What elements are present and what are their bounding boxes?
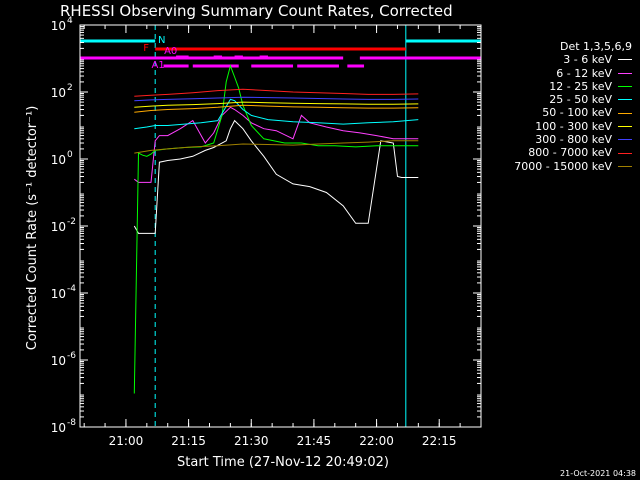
y-tick-exponent: 2: [67, 83, 73, 93]
legend-label: 3 - 6 keV: [563, 53, 612, 67]
legend: Det 1,3,5,6,9 3 - 6 keV 6 - 12 keV 12 - 25…: [482, 40, 632, 173]
x-axis-label: Start Time (27-Nov-12 20:49:02): [177, 455, 389, 470]
y-tick-exponent: 4: [67, 16, 73, 26]
y-axis-label: Corrected Count Rate (s⁻¹ detector⁻¹): [25, 106, 40, 351]
legend-label: 6 - 12 keV: [556, 66, 612, 80]
y-tick-exponent: 0: [67, 150, 73, 160]
legend-swatch: [618, 99, 632, 101]
y-tick-label: 10: [51, 287, 66, 301]
flag-label: A1: [152, 60, 165, 71]
legend-swatch: [618, 165, 632, 167]
legend-label: 7000 - 15000 keV: [514, 159, 612, 173]
series-line: [133, 119, 419, 234]
legend-item: 12 - 25 keV: [482, 80, 632, 93]
series-line: [134, 96, 419, 102]
legend-item: 100 - 300 keV: [482, 120, 632, 133]
legend-label: 25 - 50 keV: [549, 93, 612, 107]
legend-swatch: [618, 139, 632, 141]
flag-label: A0: [164, 46, 177, 57]
legend-label: 12 - 25 keV: [549, 79, 612, 93]
series-line: [134, 98, 419, 130]
chart-title: RHESSI Observing Summary Count Rates, Co…: [60, 2, 453, 20]
y-tick-label: 10: [51, 220, 66, 234]
legend-swatch: [618, 72, 632, 74]
legend-item: 800 - 7000 keV: [482, 146, 632, 159]
x-tick-label: 21:45: [297, 434, 332, 448]
series-line: [134, 140, 419, 154]
legend-swatch: [618, 59, 632, 61]
y-tick-exponent: -2: [67, 217, 76, 227]
legend-item: 6 - 12 keV: [482, 67, 632, 80]
legend-item: 3 - 6 keV: [482, 53, 632, 66]
x-tick-label: 21:30: [234, 434, 269, 448]
series-lines: [133, 64, 419, 394]
plot-frame: [79, 24, 482, 428]
timestamp: 21-Oct-2021 04:38: [560, 469, 636, 478]
series-line: [134, 88, 419, 97]
y-tick-label: 10: [51, 354, 66, 368]
legend-label: 50 - 100 keV: [542, 106, 612, 120]
legend-label: 300 - 800 keV: [535, 133, 612, 147]
y-tick-label: 10: [51, 19, 66, 33]
y-tick-exponent: -6: [67, 351, 76, 361]
series-line: [134, 101, 419, 108]
legend-item: 300 - 800 keV: [482, 133, 632, 146]
y-tick-exponent: -8: [67, 418, 76, 428]
legend-item: 50 - 100 keV: [482, 106, 632, 119]
y-tick-label: 10: [51, 421, 66, 435]
legend-item: 25 - 50 keV: [482, 93, 632, 106]
legend-swatch: [618, 152, 632, 154]
legend-label: 800 - 7000 keV: [528, 146, 612, 160]
x-tick-label: 22:00: [359, 434, 394, 448]
flag-bars: NF A0 A1: [80, 35, 481, 71]
legend-swatch: [618, 125, 632, 127]
series-line: [134, 104, 419, 113]
legend-title: Det 1,3,5,6,9: [559, 40, 632, 53]
series-line: [133, 106, 419, 183]
flag-label: F: [143, 43, 149, 54]
x-tick-label: 22:15: [422, 434, 457, 448]
x-tick-label: 21:00: [109, 434, 144, 448]
y-tick-label: 10: [51, 153, 66, 167]
flag-label: N: [158, 35, 165, 46]
y-tick-label: 10: [51, 86, 66, 100]
legend-label: 100 - 300 keV: [535, 119, 612, 133]
legend-swatch: [618, 112, 632, 114]
y-tick-exponent: -4: [67, 284, 76, 294]
x-tick-label: 21:15: [171, 434, 206, 448]
legend-item: 7000 - 15000 keV: [482, 160, 632, 173]
series-line: [133, 64, 419, 394]
vertical-markers: [79, 25, 482, 427]
legend-swatch: [618, 86, 632, 88]
